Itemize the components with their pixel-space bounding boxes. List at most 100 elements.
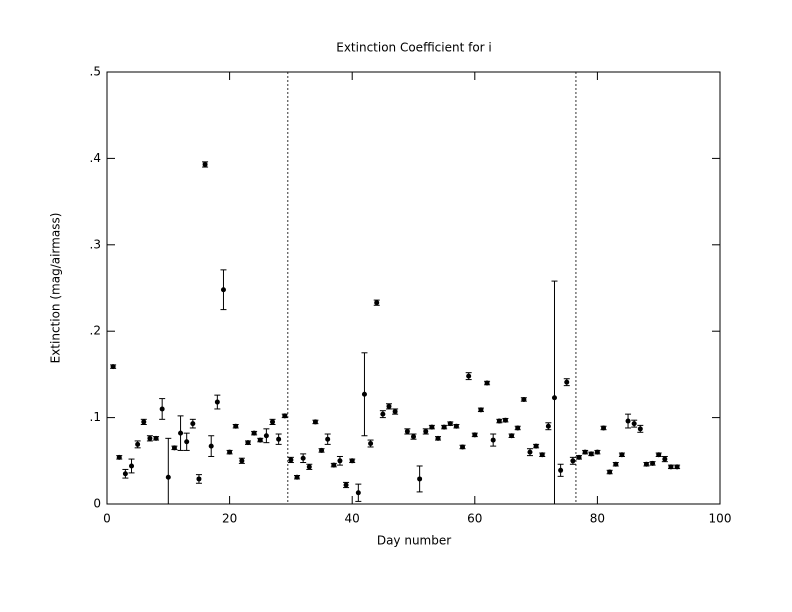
data-point	[466, 373, 472, 379]
data-point	[257, 437, 263, 443]
data-point	[404, 428, 410, 434]
data-point	[214, 399, 220, 405]
data-point	[184, 439, 190, 445]
data-point	[441, 424, 447, 430]
data-point	[386, 403, 392, 409]
data-point	[613, 461, 619, 467]
x-tick-label: 40	[345, 512, 360, 526]
data-point	[515, 425, 521, 431]
data-point	[545, 423, 551, 429]
data-point	[165, 474, 171, 480]
y-tick-label: .3	[90, 237, 101, 251]
data-point	[239, 458, 245, 464]
data-point	[141, 419, 147, 425]
x-tick-label: 80	[590, 512, 605, 526]
data-point	[319, 447, 325, 453]
data-point	[533, 443, 539, 449]
data-point	[233, 423, 239, 429]
data-point	[521, 396, 527, 402]
x-tick-label: 100	[709, 512, 732, 526]
x-axis-label: Day number	[377, 534, 451, 548]
y-axis-label: Extinction (mag/airmass)	[49, 213, 63, 364]
data-point	[472, 432, 478, 438]
data-point	[429, 424, 435, 430]
data-point	[245, 440, 251, 446]
data-point	[601, 425, 607, 431]
data-point	[558, 467, 564, 473]
x-tick-label: 60	[467, 512, 482, 526]
y-tick-label: .4	[90, 151, 101, 165]
data-point	[159, 406, 165, 412]
data-point	[227, 449, 233, 455]
data-point	[484, 380, 490, 386]
data-point	[668, 464, 674, 470]
x-tick-label: 20	[222, 512, 237, 526]
data-point	[509, 433, 515, 439]
data-point	[631, 421, 637, 427]
data-point	[251, 430, 257, 436]
data-point	[153, 435, 159, 441]
data-point	[374, 300, 380, 306]
data-point	[656, 452, 662, 458]
data-point	[288, 457, 294, 463]
data-point	[588, 451, 594, 457]
data-point	[392, 409, 398, 415]
data-point	[355, 490, 361, 496]
data-point	[576, 454, 582, 460]
data-point	[190, 421, 196, 427]
data-point	[502, 417, 508, 423]
data-point	[110, 364, 116, 370]
data-point	[282, 413, 288, 419]
data-point	[496, 418, 502, 424]
data-point	[276, 436, 282, 442]
data-point	[368, 441, 374, 447]
data-point	[171, 445, 177, 451]
data-point	[331, 462, 337, 468]
data-point	[460, 444, 466, 450]
data-point	[270, 419, 276, 425]
data-point	[300, 455, 306, 461]
data-point	[220, 287, 226, 293]
y-tick-label: .1	[90, 410, 101, 424]
data-point	[312, 419, 318, 425]
data-point	[202, 161, 208, 167]
data-point	[337, 458, 343, 464]
data-point	[208, 443, 214, 449]
data-point	[619, 452, 625, 458]
data-point	[490, 437, 496, 443]
data-point	[325, 436, 331, 442]
data-point	[637, 426, 643, 432]
data-point	[662, 456, 668, 462]
data-point	[135, 441, 141, 447]
data-point	[582, 449, 588, 455]
data-point	[478, 407, 484, 413]
data-point	[116, 454, 122, 460]
data-point	[178, 430, 184, 436]
data-point	[129, 463, 135, 469]
data-point	[607, 469, 613, 475]
data-point	[380, 411, 386, 417]
data-point	[343, 482, 349, 488]
y-tick-label: 0	[93, 497, 101, 511]
data-point	[625, 418, 631, 424]
data-point	[361, 391, 367, 397]
data-point	[594, 449, 600, 455]
data-point	[306, 464, 312, 470]
data-point	[423, 428, 429, 434]
data-point	[643, 461, 649, 467]
data-point	[447, 421, 453, 427]
data-point	[147, 435, 153, 441]
data-point	[453, 423, 459, 429]
data-point	[349, 458, 355, 464]
y-tick-label: .2	[90, 324, 101, 338]
data-point	[650, 460, 656, 466]
data-point	[564, 379, 570, 385]
plot-frame	[106, 71, 721, 505]
data-point	[539, 452, 545, 458]
data-point	[435, 435, 441, 441]
data-point	[570, 458, 576, 464]
data-point	[122, 471, 128, 477]
data-point	[674, 464, 680, 470]
